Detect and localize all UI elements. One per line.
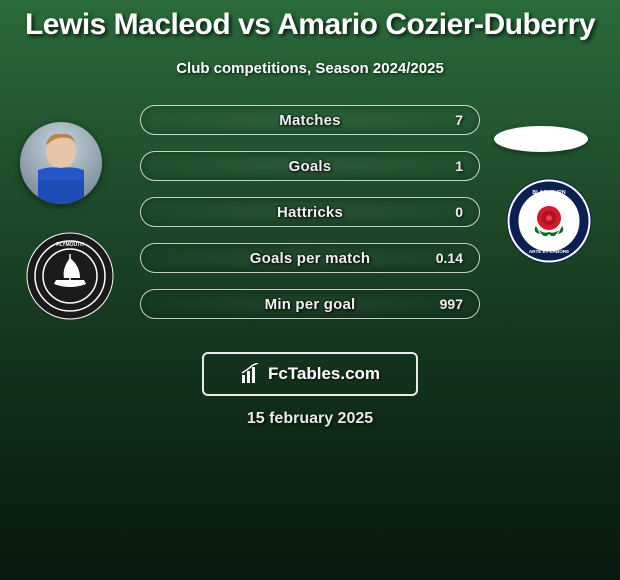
stat-label: Goals per match xyxy=(250,250,371,267)
stat-value: 7 xyxy=(455,112,463,128)
watermark-text: FcTables.com xyxy=(268,364,380,384)
stat-value: 0 xyxy=(455,204,463,220)
stat-bar: Min per goal 997 xyxy=(140,289,480,319)
stat-label: Matches xyxy=(279,112,340,129)
watermark-box: FcTables.com xyxy=(202,352,418,396)
stat-bars: Matches 7 Goals 1 Hattricks 0 Goals per … xyxy=(140,105,480,335)
page-title: Lewis Macleod vs Amario Cozier-Duberry xyxy=(0,0,620,42)
stat-bar: Goals 1 xyxy=(140,151,480,181)
stat-bar: Matches 7 xyxy=(140,105,480,135)
stat-value: 997 xyxy=(440,296,463,312)
stat-bar: Goals per match 0.14 xyxy=(140,243,480,273)
stat-bars-region: Matches 7 Goals 1 Hattricks 0 Goals per … xyxy=(0,105,620,345)
stat-value: 1 xyxy=(455,158,463,174)
stat-value: 0.14 xyxy=(436,250,463,266)
stat-label: Hattricks xyxy=(277,204,343,221)
subtitle: Club competitions, Season 2024/2025 xyxy=(0,60,620,77)
stat-label: Goals xyxy=(289,158,332,175)
date-text: 15 february 2025 xyxy=(0,410,620,428)
content-root: Lewis Macleod vs Amario Cozier-Duberry C… xyxy=(0,0,620,580)
stat-bar: Hattricks 0 xyxy=(140,197,480,227)
chart-icon xyxy=(240,363,262,385)
stat-label: Min per goal xyxy=(265,296,356,313)
